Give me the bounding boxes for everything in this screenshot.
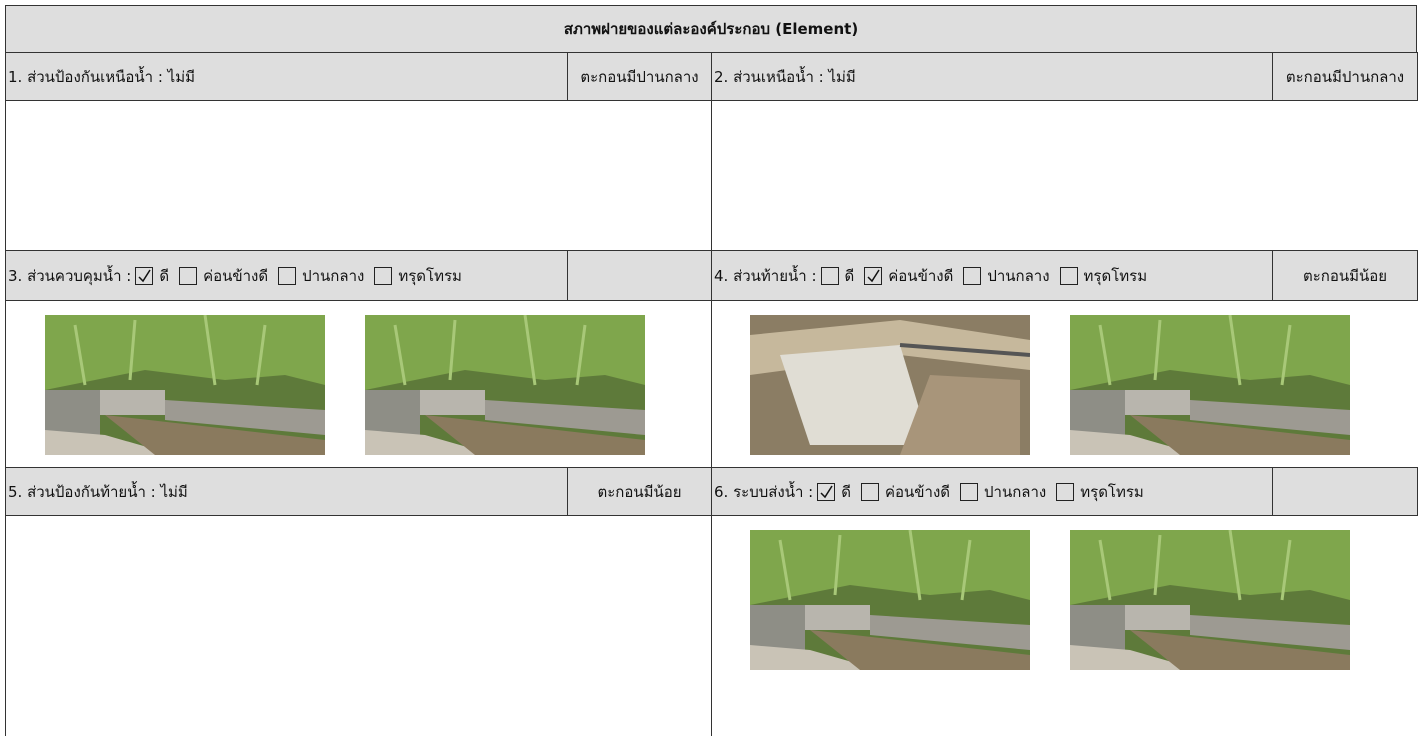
section-title: 4. ส่วนท้ายน้ำ : xyxy=(714,266,817,285)
checkbox xyxy=(817,482,836,501)
section-content xyxy=(711,515,1418,736)
photo xyxy=(45,314,325,455)
checkbox xyxy=(960,482,979,501)
option: ปานกลาง xyxy=(956,480,1046,504)
option-label: ดี xyxy=(841,482,851,501)
option-label: ดี xyxy=(844,266,855,285)
section-label: 3. ส่วนควบคุมน้ำ : ดี ค่อนข้างดี ปานกลาง ทรุ… xyxy=(5,250,568,301)
option: ค่อนข้างดี xyxy=(175,264,268,288)
section-title: 6. ระบบส่งน้ำ : xyxy=(714,482,814,501)
photo xyxy=(750,315,1031,455)
option: ทรุดโทรม xyxy=(1052,480,1144,504)
checkbox xyxy=(374,266,393,285)
section-title: 1. ส่วนป้องกันเหนือน้ำ : ไม่มี xyxy=(8,67,195,86)
section-note xyxy=(1272,467,1418,516)
check-mark xyxy=(138,269,151,282)
check-mark xyxy=(867,269,880,282)
option-label: ทรุดโทรม xyxy=(1083,266,1148,285)
section-note: ตะกอนมีน้อย xyxy=(1272,250,1418,301)
option: ปานกลาง xyxy=(959,264,1050,288)
photo xyxy=(1070,529,1350,670)
section-title: 3. ส่วนควบคุมน้ำ : xyxy=(8,266,132,285)
option-label: ค่อนข้างดี xyxy=(884,482,951,501)
section-title: 2. ส่วนเหนือน้ำ : ไม่มี xyxy=(714,67,856,86)
section-title: 5. ส่วนป้องกันท้ายน้ำ : ไม่มี xyxy=(8,482,188,501)
section-note xyxy=(567,250,712,301)
photo-image xyxy=(750,315,1031,455)
option: ปานกลาง xyxy=(274,264,364,288)
section-label: 4. ส่วนท้ายน้ำ : ดี ค่อนข้างดี ปานกลาง ทรุดโ… xyxy=(711,250,1273,301)
photo xyxy=(365,314,645,455)
photo-image xyxy=(1070,314,1350,455)
section-content xyxy=(5,515,712,736)
checkbox xyxy=(1059,266,1078,285)
section-content xyxy=(5,100,712,251)
checkbox xyxy=(864,266,883,285)
section-label: 2. ส่วนเหนือน้ำ : ไม่มี xyxy=(711,52,1273,101)
option-label: ปานกลาง xyxy=(302,266,365,285)
option: ดี xyxy=(813,480,851,504)
option-label: ค่อนข้างดี xyxy=(203,266,269,285)
option: ดี xyxy=(817,264,855,288)
section-content xyxy=(711,100,1418,251)
option-label: ค่อนข้างดี xyxy=(888,266,954,285)
option: ดี xyxy=(131,264,169,288)
option: ค่อนข้างดี xyxy=(860,264,953,288)
page: สภาพฝายของแต่ละองค์ประกอบ (Element) 1. ส… xyxy=(5,5,1418,736)
option-label: ปานกลาง xyxy=(987,266,1050,285)
checkbox xyxy=(820,266,839,285)
option: ทรุดโทรม xyxy=(370,264,462,288)
table-title: สภาพฝายของแต่ละองค์ประกอบ (Element) xyxy=(5,5,1417,53)
section-note: ตะกอนมีน้อย xyxy=(567,467,712,516)
section-label: 1. ส่วนป้องกันเหนือน้ำ : ไม่มี xyxy=(5,52,568,101)
photo-image xyxy=(45,314,325,455)
option: ทรุดโทรม xyxy=(1056,264,1148,288)
checkbox xyxy=(860,482,879,501)
checkbox xyxy=(179,266,198,285)
checkbox xyxy=(1056,482,1075,501)
option-label: ดี xyxy=(159,266,170,285)
section-note: ตะกอนมีปานกลาง xyxy=(1272,52,1418,101)
checkbox xyxy=(278,266,297,285)
checkbox xyxy=(135,266,154,285)
checkbox xyxy=(963,266,982,285)
photo-image xyxy=(365,314,645,455)
section-label: 6. ระบบส่งน้ำ : ดี ค่อนข้างดี ปานกลาง ทรุดโท… xyxy=(711,467,1273,516)
option-label: ทรุดโทรม xyxy=(398,266,462,285)
option-label: ทรุดโทรม xyxy=(1080,482,1144,501)
photo-image xyxy=(1070,529,1350,670)
option: ค่อนข้างดี xyxy=(857,480,950,504)
section-label: 5. ส่วนป้องกันท้ายน้ำ : ไม่มี xyxy=(5,467,568,516)
photo-image xyxy=(750,529,1030,670)
photo xyxy=(1070,314,1350,455)
option-label: ปานกลาง xyxy=(984,482,1047,501)
check-mark xyxy=(820,485,833,498)
section-note: ตะกอนมีปานกลาง xyxy=(567,52,712,101)
photo xyxy=(750,529,1030,670)
